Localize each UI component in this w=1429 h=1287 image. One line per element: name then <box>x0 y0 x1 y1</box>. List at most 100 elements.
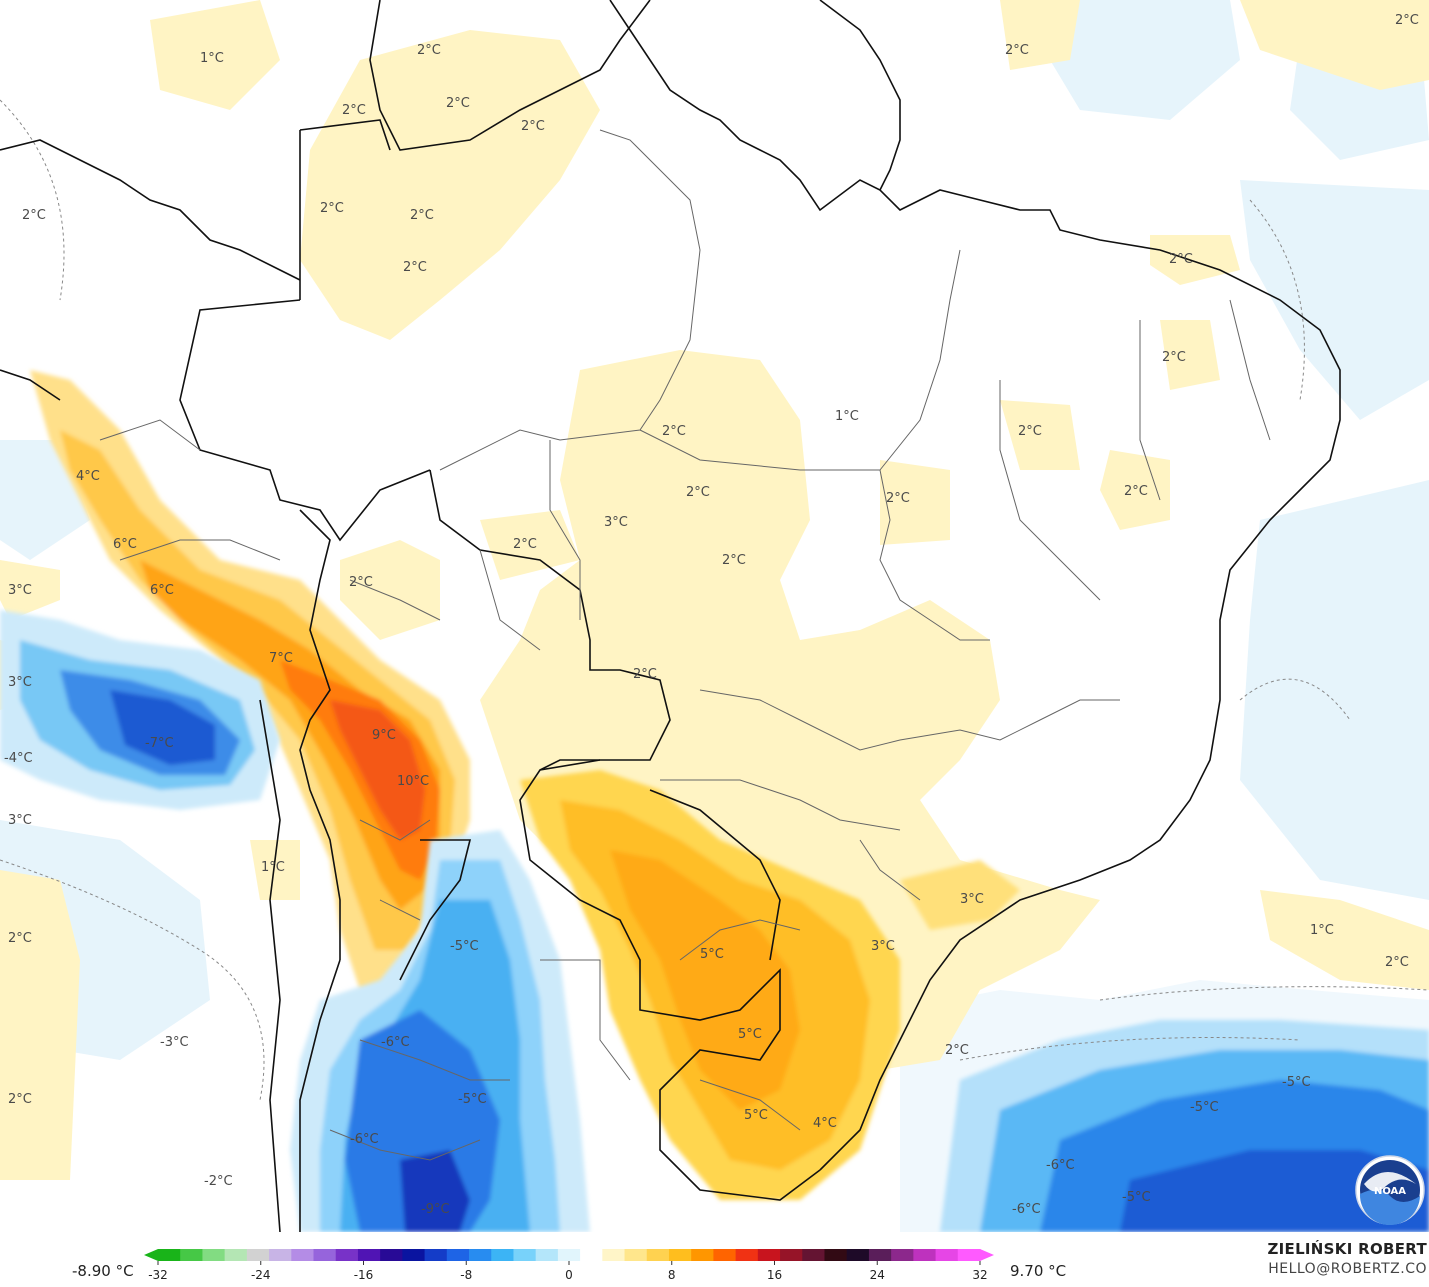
temp-label: -5°C <box>1122 1190 1151 1205</box>
temp-label: -5°C <box>1190 1100 1219 1115</box>
temp-label: 1°C <box>261 860 285 875</box>
temp-label: -5°C <box>450 939 479 954</box>
legend-swatches <box>144 1249 994 1261</box>
temp-label: -9°C <box>421 1202 450 1217</box>
author-email: HELLO@ROBERTZ.CO <box>1268 1261 1427 1277</box>
temp-label: 2°C <box>686 485 710 500</box>
legend-swatch <box>646 1249 670 1261</box>
legend-swatch <box>446 1249 470 1261</box>
noaa-logo-text: NOAA <box>1374 1186 1406 1197</box>
legend-arrow-high <box>980 1249 994 1261</box>
legend-tick-label: -16 <box>354 1268 374 1282</box>
temperature-labels: 1°C 2°C 2°C 2°C 2°C 2°C 2°C 2°C 2°C 2°C … <box>4 13 1419 1217</box>
temp-label: 2°C <box>8 931 32 946</box>
temp-label: 2°C <box>410 208 434 223</box>
temp-label: 2°C <box>722 553 746 568</box>
temp-label: -7°C <box>145 736 174 751</box>
legend-swatch <box>802 1249 826 1261</box>
temp-label: 2°C <box>662 424 686 439</box>
legend-swatch <box>357 1249 381 1261</box>
legend-tick-label: -24 <box>251 1268 271 1282</box>
temp-label: 2°C <box>521 119 545 134</box>
legend-arrow-low <box>144 1249 158 1261</box>
temp-label: 2°C <box>1395 13 1419 28</box>
temp-label: 2°C <box>8 1092 32 1107</box>
temp-label: -5°C <box>458 1092 487 1107</box>
temp-label: -6°C <box>1012 1202 1041 1217</box>
temp-label: 9°C <box>372 728 396 743</box>
temp-label: 5°C <box>738 1027 762 1042</box>
temp-label: 6°C <box>113 537 137 552</box>
temp-label: 1°C <box>1310 923 1334 938</box>
temp-label: -6°C <box>350 1132 379 1147</box>
temp-label: 4°C <box>76 469 100 484</box>
temp-label: -2°C <box>204 1174 233 1189</box>
legend-swatch <box>491 1249 515 1261</box>
temp-label: 6°C <box>150 583 174 598</box>
legend-ticks: -32 -24 -16 -8 0 8 16 24 32 <box>148 1261 988 1282</box>
temp-label: 3°C <box>8 813 32 828</box>
legend-swatch <box>291 1249 315 1261</box>
temp-label: 3°C <box>960 892 984 907</box>
legend-swatch <box>180 1249 204 1261</box>
state-borders <box>99 129 1271 1161</box>
temp-label: 3°C <box>604 515 628 530</box>
legend-swatch <box>269 1249 292 1261</box>
legend-swatch <box>891 1249 914 1261</box>
temp-label: 2°C <box>320 201 344 216</box>
legend-swatch <box>957 1249 981 1261</box>
temp-label: 2°C <box>349 575 373 590</box>
legend-swatch <box>313 1249 337 1261</box>
legend-tick-label: -8 <box>460 1268 472 1282</box>
legend-swatch <box>158 1249 181 1261</box>
temp-label: 2°C <box>417 43 441 58</box>
temp-label: 2°C <box>633 667 657 682</box>
legend-min-label: -8.90 °C <box>72 1262 134 1280</box>
legend-swatch <box>557 1249 581 1261</box>
legend-swatch <box>224 1249 248 1261</box>
legend-swatch <box>824 1249 848 1261</box>
legend-swatch <box>380 1249 403 1261</box>
legend-swatch <box>335 1249 359 1261</box>
map-canvas: 1°C 2°C 2°C 2°C 2°C 2°C 2°C 2°C 2°C 2°C … <box>0 0 1429 1232</box>
temp-label: -6°C <box>1046 1158 1075 1173</box>
contour-lines <box>0 99 1429 1101</box>
noaa-logo: NOAA <box>1355 1155 1425 1226</box>
country-borders <box>0 0 1341 1232</box>
temp-label: 2°C <box>1124 484 1148 499</box>
temp-label: -6°C <box>381 1035 410 1050</box>
temp-label: -3°C <box>160 1035 189 1050</box>
legend-swatch <box>691 1249 715 1261</box>
legend-tick-label: 16 <box>767 1268 782 1282</box>
temperature-anomaly-map: 1°C 2°C 2°C 2°C 2°C 2°C 2°C 2°C 2°C 2°C … <box>0 0 1429 1232</box>
author-name: ZIELIŃSKI ROBERT <box>1267 1240 1427 1258</box>
legend-swatch <box>535 1249 559 1261</box>
legend-swatch <box>935 1249 959 1261</box>
author-credit: ZIELIŃSKI ROBERT HELLO@ROBERTZ.CO <box>1267 1240 1427 1277</box>
temp-label: 10°C <box>397 774 429 789</box>
temp-label: 2°C <box>1385 955 1409 970</box>
legend-swatch <box>469 1249 492 1261</box>
temp-label: 3°C <box>8 675 32 690</box>
color-scale-legend: -32 -24 -16 -8 0 8 16 24 32 <box>144 1249 994 1282</box>
legend-swatch <box>846 1249 870 1261</box>
legend-tick-label: 8 <box>668 1268 676 1282</box>
legend-swatch <box>780 1249 803 1261</box>
legend-max-label: 9.70 °C <box>1010 1262 1067 1280</box>
temp-label: 2°C <box>886 491 910 506</box>
temp-label: 2°C <box>403 260 427 275</box>
temp-label: -5°C <box>1282 1075 1311 1090</box>
southern-brazil-warm-anomaly <box>520 770 1020 1200</box>
temp-label: 2°C <box>342 103 366 118</box>
legend-swatch <box>580 1249 603 1261</box>
temp-label: 2°C <box>1005 43 1029 58</box>
legend-swatch <box>402 1249 426 1261</box>
temp-label: 2°C <box>1169 252 1193 267</box>
temp-label: 2°C <box>1162 350 1186 365</box>
temp-label: 1°C <box>200 51 224 66</box>
temp-label: -4°C <box>4 751 33 766</box>
legend-swatch <box>868 1249 892 1261</box>
temp-label: 2°C <box>1018 424 1042 439</box>
temp-label: 4°C <box>813 1116 837 1131</box>
legend-tick-label: -32 <box>148 1268 168 1282</box>
